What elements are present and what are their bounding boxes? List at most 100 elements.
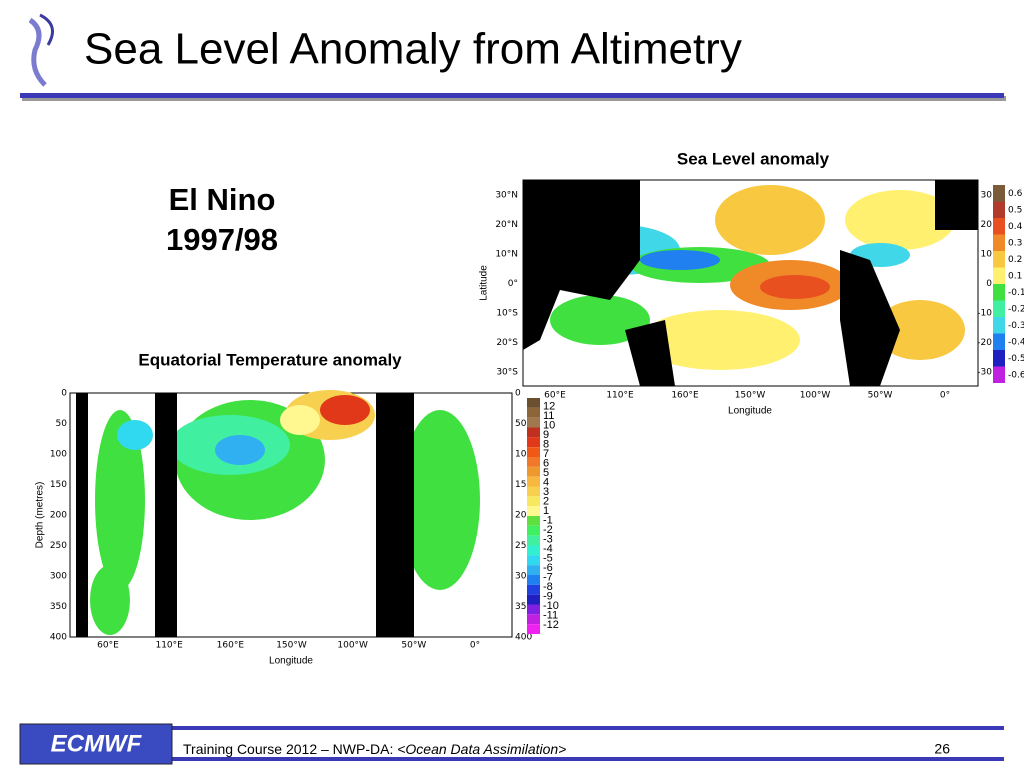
- colorbar-label: -9: [543, 591, 553, 603]
- colorbar-swatch: [993, 350, 1005, 367]
- colorbar-swatch: [993, 317, 1005, 334]
- colorbar-swatch: [527, 565, 540, 575]
- colorbar-label: 4: [543, 477, 549, 489]
- colorbar-swatch: [993, 218, 1005, 235]
- right-tick-label: 20: [981, 220, 993, 230]
- colorbar-swatch: [993, 185, 1005, 202]
- colorbar-label: -1: [543, 515, 553, 527]
- right-tick-label: 50: [515, 419, 527, 429]
- y-tick-label: 150: [50, 480, 67, 490]
- x-tick-label: 110°E: [155, 641, 183, 651]
- title-rule: [20, 93, 1004, 98]
- right-tick-label: -20: [977, 338, 992, 348]
- colorbar-label: 12: [543, 401, 555, 413]
- event-years: 1997/98: [166, 222, 278, 257]
- colorbar-label: -0.2: [1008, 304, 1024, 314]
- colorbar-label: -0.6: [1008, 370, 1024, 380]
- y-tick-label: 250: [50, 541, 67, 551]
- colorbar-label: 3: [543, 486, 549, 498]
- right-tick-label: 150: [515, 480, 532, 490]
- x-tick-label: 160°E: [217, 641, 245, 651]
- right-tick-label: 200: [515, 511, 532, 521]
- right-tick-label: 250: [515, 541, 532, 551]
- right-tick-label: 300: [515, 572, 532, 582]
- colorbar-swatch: [527, 506, 540, 516]
- y-axis-label: Latitude: [479, 265, 490, 301]
- colorbar-label: -6: [543, 562, 553, 574]
- colorbar-label: -12: [543, 619, 559, 631]
- y-tick-label: 0°: [508, 279, 518, 289]
- colorbar-label: 0.6: [1008, 189, 1023, 199]
- colorbar-label: 0.1: [1008, 271, 1022, 281]
- colorbar-label: 7: [543, 448, 549, 460]
- colorbar-swatch: [527, 584, 540, 595]
- colorbar-swatch: [527, 407, 540, 418]
- colorbar-swatch: [993, 234, 1005, 251]
- colorbar-label: -8: [543, 581, 553, 593]
- colorbar-label: 11: [543, 410, 554, 422]
- event-name: El Nino: [169, 182, 276, 217]
- colorbar-swatch: [527, 575, 540, 585]
- colorbar-label: 0.3: [1008, 238, 1022, 248]
- colorbar-label: 6: [543, 458, 549, 470]
- colorbar-label: 0.2: [1008, 255, 1022, 265]
- colorbar-swatch: [993, 201, 1005, 218]
- sea-level-map: [522, 179, 979, 387]
- y-tick-label: 30°S: [496, 368, 518, 378]
- colorbar-swatch: [993, 284, 1005, 301]
- right-tick-label: -30: [977, 368, 992, 378]
- colorbar-swatch: [527, 427, 540, 438]
- x-tick-label: 160°E: [671, 391, 699, 401]
- colorbar-swatch: [527, 525, 540, 536]
- logo-mark: [28, 13, 54, 87]
- colorbar-swatch: [993, 300, 1005, 317]
- x-tick-label: 150°W: [276, 641, 307, 651]
- x-tick-label: 0°: [470, 641, 480, 651]
- logo-box: [19, 723, 173, 765]
- colorbar-swatch: [527, 466, 540, 477]
- colorbar-label: 0.4: [1008, 222, 1023, 232]
- x-tick-label: 150°W: [735, 391, 766, 401]
- y-tick-label: 200: [50, 511, 67, 521]
- right-tick-label: 30: [981, 191, 993, 201]
- colorbar-label: 5: [543, 467, 549, 479]
- x-tick-label: 50°W: [868, 391, 893, 401]
- page-number: 26: [934, 741, 950, 757]
- y-tick-label: 20°S: [496, 338, 518, 348]
- colorbar-swatch: [527, 555, 540, 566]
- y-tick-label: 300: [50, 572, 67, 582]
- y-tick-label: 50: [56, 419, 68, 429]
- colorbar-swatch: [527, 535, 540, 546]
- colorbar-swatch: [527, 417, 540, 428]
- colorbar-swatch: [527, 604, 540, 615]
- colorbar-swatch: [527, 437, 540, 448]
- logo-text: ECMWF: [51, 730, 143, 757]
- course: Training Course 2012 – NWP-DA:: [183, 741, 397, 757]
- colorbar-swatch: [527, 447, 540, 457]
- colorbar-label: -0.3: [1008, 321, 1024, 331]
- colorbar-swatch: [527, 398, 540, 408]
- y-tick-label: 10°S: [496, 309, 518, 319]
- y-tick-label: 0: [61, 389, 67, 399]
- footer-rule: [20, 726, 1004, 730]
- right-tick-label: 0: [986, 279, 992, 289]
- y-tick-label: 350: [50, 602, 67, 612]
- x-tick-label: 50°W: [401, 641, 426, 651]
- colorbar-label: -7: [543, 572, 553, 584]
- colorbar-swatch: [527, 516, 540, 526]
- footer-rule: [20, 757, 1004, 761]
- colorbar-swatch: [527, 624, 540, 634]
- right-tick-label: 0: [515, 389, 521, 399]
- colorbar-swatch: [527, 486, 540, 497]
- x-tick-label: 0°: [940, 391, 950, 401]
- y-tick-label: 30°N: [495, 191, 518, 201]
- y-tick-label: 10°N: [495, 250, 518, 260]
- colorbar-swatch: [527, 476, 540, 487]
- title: Sea Level Anomaly from Altimetry: [84, 25, 742, 74]
- colorbar-label: -2: [543, 524, 553, 536]
- y-axis-label: Depth (metres): [35, 482, 46, 549]
- colorbar-swatch: [527, 457, 540, 467]
- right-tick-label: 100: [515, 450, 532, 460]
